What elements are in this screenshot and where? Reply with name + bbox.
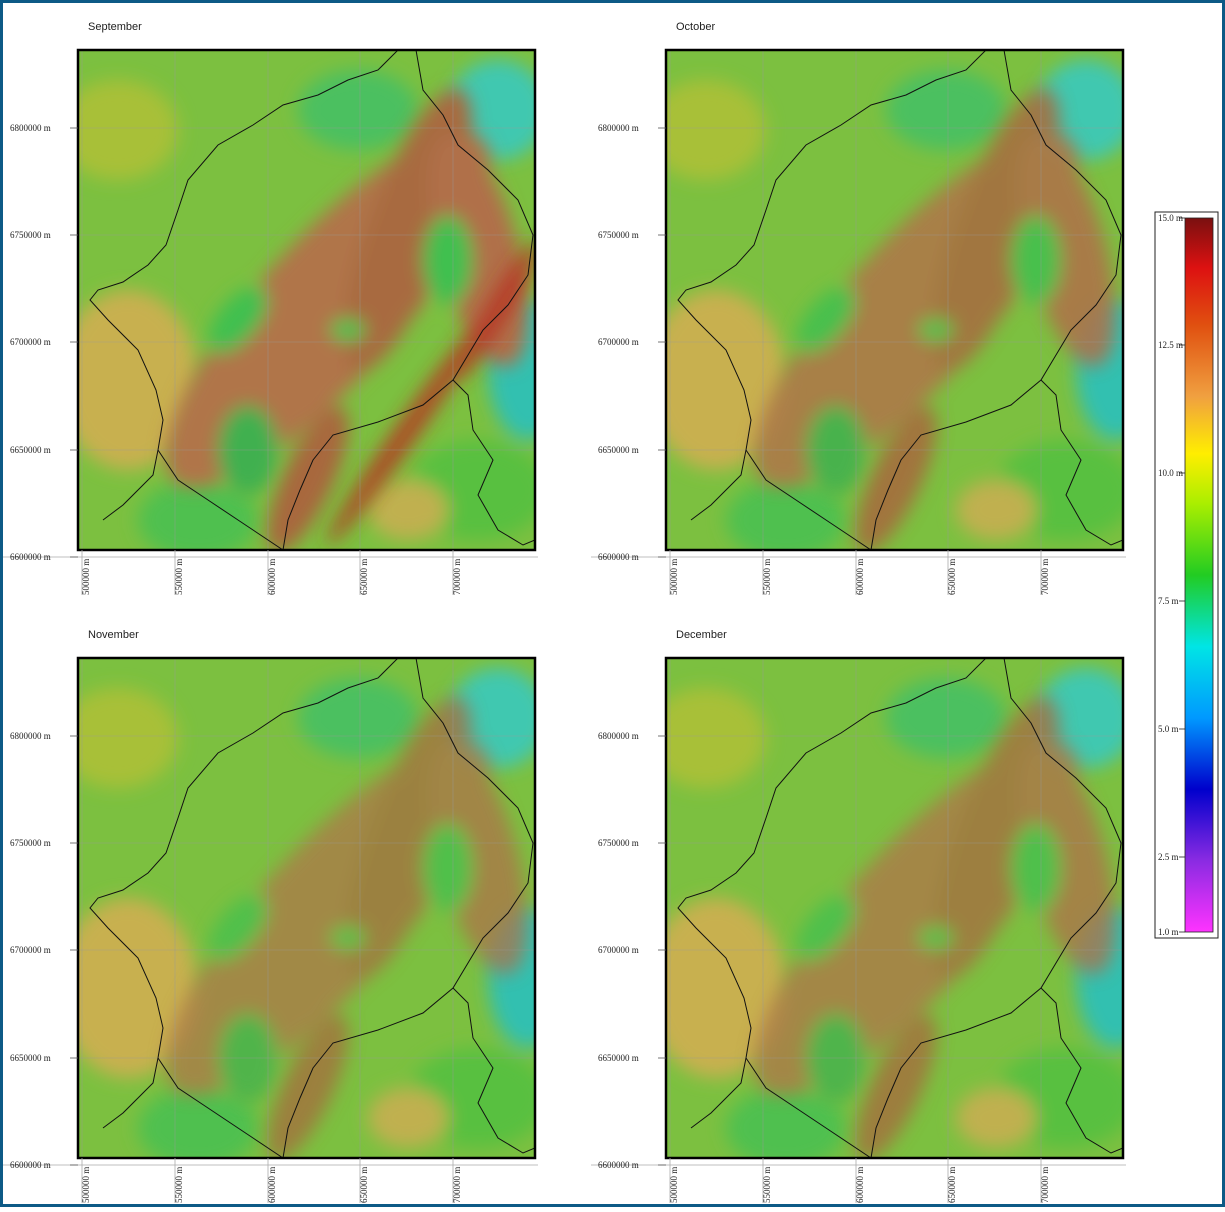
x-tick-label: 500000 m <box>669 559 679 595</box>
y-tick-label: 6650000 m <box>10 1053 51 1063</box>
raster <box>58 658 568 1171</box>
colorbar <box>1185 218 1213 932</box>
panel-title: October <box>676 21 715 33</box>
y-tick-label: 6600000 m <box>598 552 639 562</box>
x-tick-label: 550000 m <box>762 559 772 595</box>
x-tick-label: 650000 m <box>359 559 369 595</box>
y-tick-label: 6600000 m <box>10 552 51 562</box>
x-tick-label: 500000 m <box>669 1167 679 1203</box>
y-tick-label: 6700000 m <box>10 337 51 347</box>
x-tick-label: 700000 m <box>452 559 462 595</box>
legend-label: 5.0 m <box>1158 724 1179 734</box>
map-panel: September 6800000 m 6750000 m 6700000 m 6650… <box>3 21 568 595</box>
x-tick-label: 600000 m <box>267 1167 277 1203</box>
y-tick-label: 6600000 m <box>10 1160 51 1170</box>
y-tick-label: 6650000 m <box>598 1053 639 1063</box>
raster <box>58 50 568 563</box>
y-tick-label: 6650000 m <box>10 445 51 455</box>
y-tick-label: 6700000 m <box>598 337 639 347</box>
y-tick-label: 6800000 m <box>598 731 639 741</box>
x-tick-label: 700000 m <box>452 1167 462 1203</box>
x-tick-label: 700000 m <box>1040 559 1050 595</box>
y-tick-label: 6700000 m <box>598 945 639 955</box>
x-tick-label: 550000 m <box>174 1167 184 1203</box>
x-tick-label: 650000 m <box>359 1167 369 1203</box>
y-tick-label: 6800000 m <box>598 123 639 133</box>
panel-title: September <box>88 21 142 33</box>
y-tick-label: 6800000 m <box>10 731 51 741</box>
raster <box>646 50 1156 563</box>
y-tick-label: 6750000 m <box>10 230 51 240</box>
x-tick-label: 700000 m <box>1040 1167 1050 1203</box>
panel-title: November <box>88 629 139 641</box>
x-tick-label: 550000 m <box>762 1167 772 1203</box>
figure: September 6800000 m 6750000 m 6700000 m 6650… <box>0 0 1225 1207</box>
x-tick-label: 500000 m <box>81 1167 91 1203</box>
y-tick-label: 6800000 m <box>10 123 51 133</box>
x-tick-label: 600000 m <box>855 559 865 595</box>
y-tick-label: 6650000 m <box>598 445 639 455</box>
y-tick-label: 6750000 m <box>10 838 51 848</box>
legend-label: 2.5 m <box>1158 852 1179 862</box>
map-panel: December 6800000 m 6750000 m 6700000 m 66500… <box>591 629 1156 1203</box>
x-tick-label: 600000 m <box>267 559 277 595</box>
y-tick-label: 6750000 m <box>598 838 639 848</box>
legend-label: 1.0 m <box>1158 927 1179 937</box>
x-tick-label: 600000 m <box>855 1167 865 1203</box>
x-tick-label: 650000 m <box>947 1167 957 1203</box>
map-panel: October 6800000 m 6750000 m 6700000 m 665000… <box>591 21 1156 595</box>
x-tick-label: 550000 m <box>174 559 184 595</box>
legend: 15.0 m12.5 m10.0 m7.5 m5.0 m2.5 m1.0 m <box>1155 212 1218 938</box>
y-tick-label: 6600000 m <box>598 1160 639 1170</box>
x-tick-label: 650000 m <box>947 559 957 595</box>
y-tick-label: 6700000 m <box>10 945 51 955</box>
raster <box>646 658 1156 1171</box>
legend-label: 7.5 m <box>1158 596 1179 606</box>
map-panel: November 6800000 m 6750000 m 6700000 m 66500… <box>3 629 568 1203</box>
panel-title: December <box>676 629 727 641</box>
x-tick-label: 500000 m <box>81 559 91 595</box>
y-tick-label: 6750000 m <box>598 230 639 240</box>
